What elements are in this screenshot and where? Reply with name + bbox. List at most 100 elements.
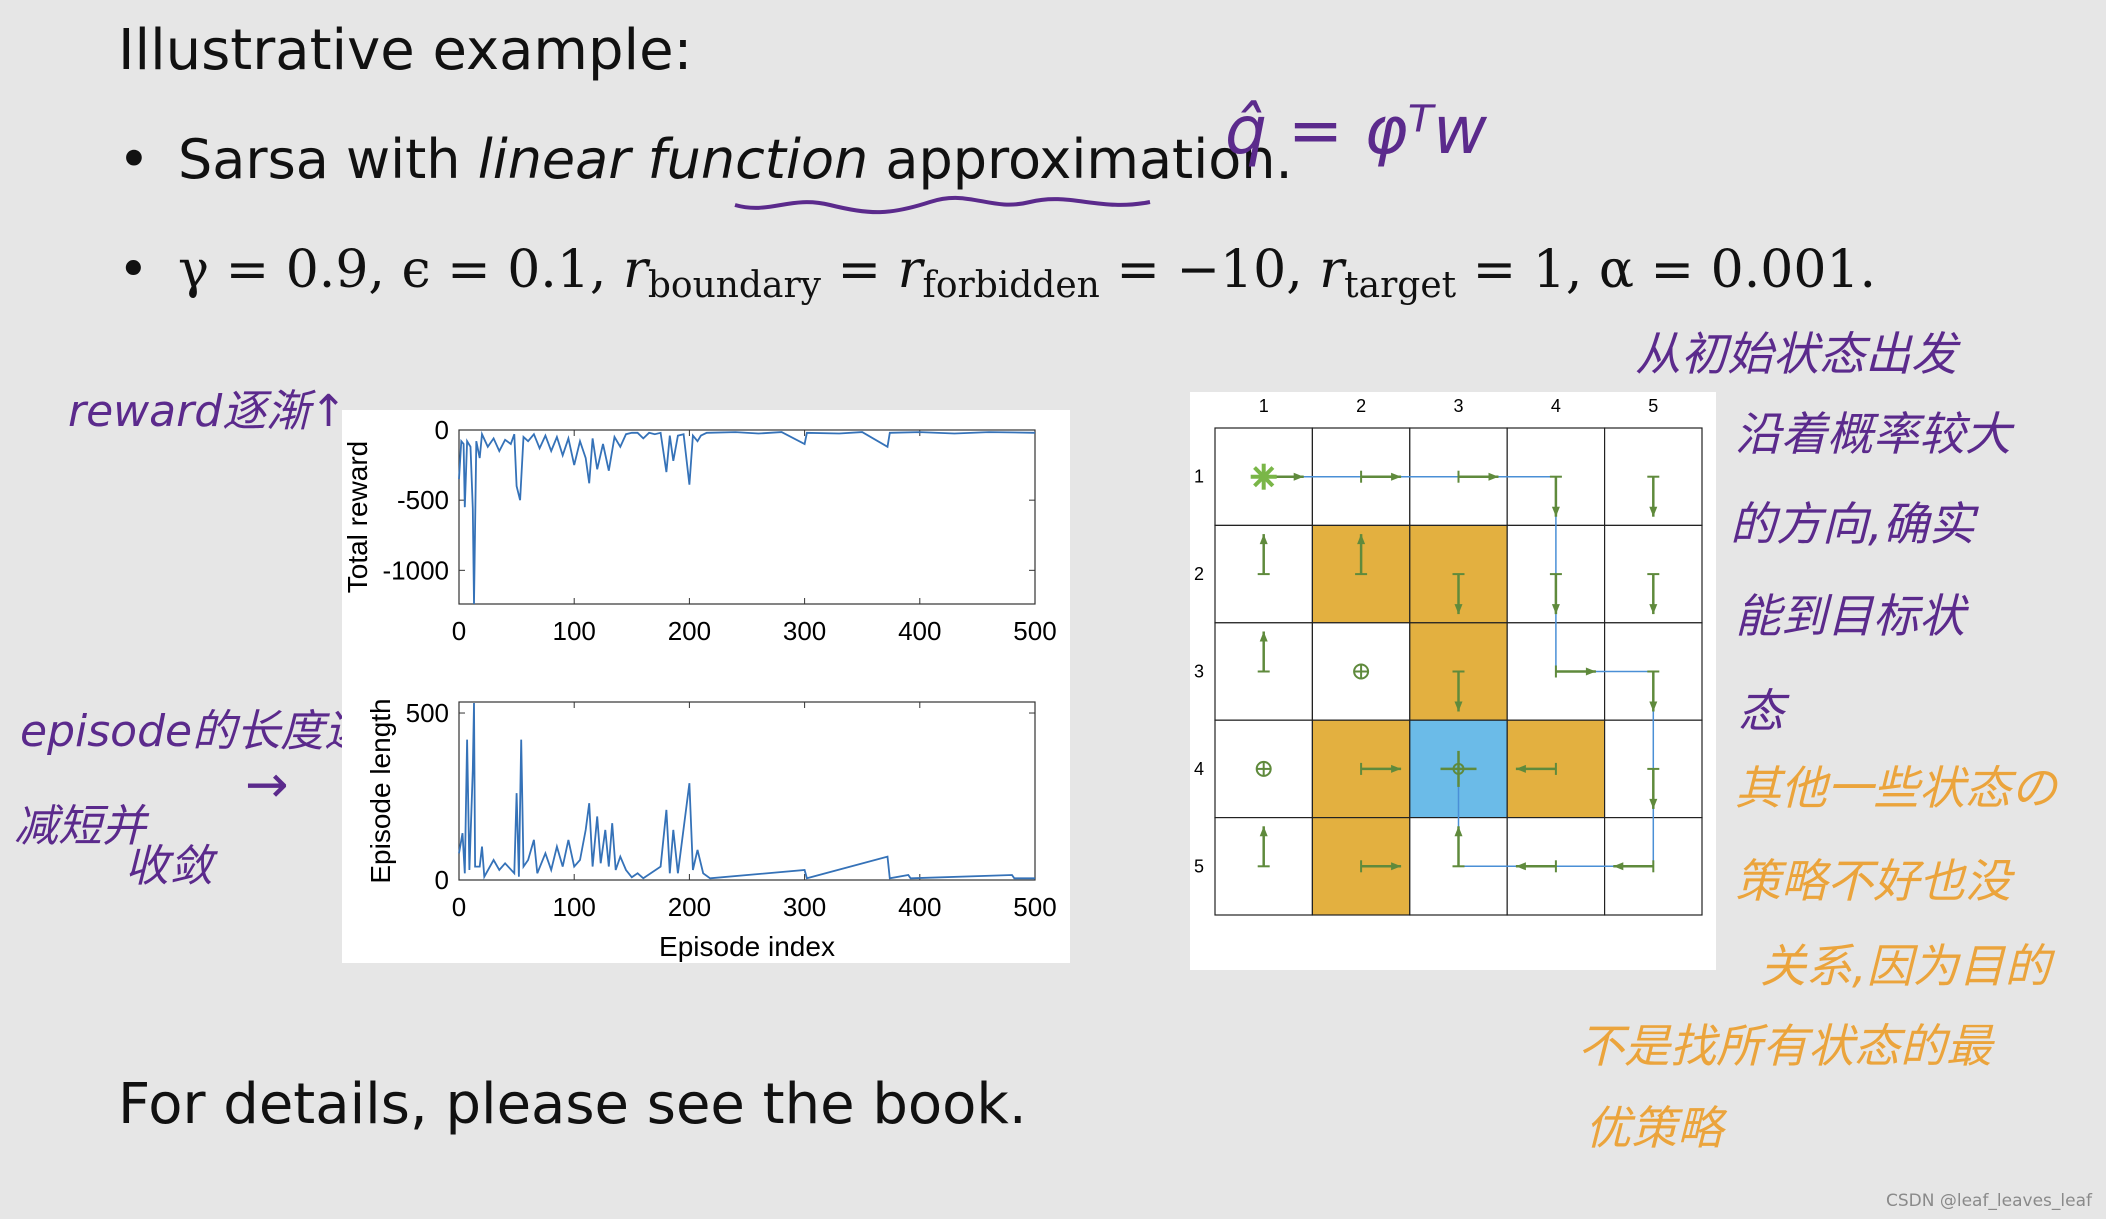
handwritten-note: 沿着概率较大 xyxy=(1735,407,2011,461)
handwritten-note: 关系,因为目的 xyxy=(1760,939,2051,993)
handwritten-note: 的方向,确实 xyxy=(1730,497,1975,551)
charts-panel: 0 100 200 300 400 500 0 -500 -1000 0 100 200 300 400… xyxy=(342,410,1070,963)
column-label: 2 xyxy=(1356,396,1366,416)
arrow-down-icon xyxy=(1549,475,1562,517)
x-tick-label: 200 xyxy=(668,616,711,646)
stay-icon xyxy=(1255,760,1272,777)
column-label: 3 xyxy=(1453,396,1463,416)
x-tick-label: 400 xyxy=(898,616,941,646)
plot-area xyxy=(458,701,1036,881)
arrow-up-icon xyxy=(1257,631,1270,673)
param-eq: = xyxy=(821,240,898,300)
stay-icon xyxy=(1353,663,1370,680)
handwritten-episode-note: 减短并 xyxy=(14,801,146,852)
y-axis-label: Episode length xyxy=(365,698,396,883)
handwritten-arrow-icon: → xyxy=(245,755,289,815)
handwritten-note: 不是找所有状态的最 xyxy=(1578,1019,1992,1073)
handwritten-episode-note: 收敛 xyxy=(125,841,213,892)
param-r: r xyxy=(1319,240,1345,300)
bullet-parameters: • γ = 0.9, ϵ = 0.1, rboundary = rforbidde… xyxy=(118,240,1876,306)
series-line xyxy=(458,702,1035,880)
row-label: 1 xyxy=(1194,467,1204,487)
arrow-left-icon xyxy=(1515,860,1557,873)
bullet-text: Sarsa with xyxy=(178,128,478,191)
x-tick-label: 300 xyxy=(783,616,826,646)
param-sub: boundary xyxy=(647,265,821,306)
arrow-down-icon xyxy=(1647,573,1660,615)
param-sub: forbidden xyxy=(922,265,1100,306)
training-charts: 0 100 200 300 400 500 0 -500 -1000 0 100 200 300 400… xyxy=(342,415,1057,962)
watermark: CSDN @leaf_leaves_leaf xyxy=(1885,1191,2092,1211)
handwritten-note: 态 xyxy=(1738,684,1784,738)
row-label: 5 xyxy=(1194,856,1204,876)
handwritten-note: 能到目标状 xyxy=(1735,589,1965,643)
param-r: r xyxy=(622,240,648,300)
bullet-text: approximation. xyxy=(868,128,1293,191)
x-tick-label: 500 xyxy=(1013,892,1056,922)
arrow-right-icon xyxy=(1457,470,1499,483)
arrow-up-icon xyxy=(1257,826,1270,868)
column-label: 1 xyxy=(1259,396,1269,416)
arrow-right-icon xyxy=(1360,860,1402,873)
bullet-sarsa: • Sarsa with linear function approximatio… xyxy=(118,128,1293,191)
bullet-text-italic: linear function xyxy=(477,128,869,191)
y-tick-label: -1000 xyxy=(383,555,450,585)
arrow-left-icon xyxy=(1515,762,1557,775)
y-tick-label: 0 xyxy=(435,415,449,445)
y-tick-label: 0 xyxy=(435,865,449,895)
column-label: 5 xyxy=(1648,396,1658,416)
row-label: 3 xyxy=(1194,662,1204,682)
arrow-down-icon xyxy=(1452,573,1465,615)
arrow-down-icon xyxy=(1647,475,1660,517)
handwritten-note: 从初始状态出发 xyxy=(1635,327,1957,381)
arrow-left-icon xyxy=(1613,860,1655,873)
param-alpha: α = 0.001. xyxy=(1598,240,1877,300)
bullet-dot: • xyxy=(118,128,150,191)
slide-title: Illustrative example: xyxy=(118,18,693,83)
gridworld-panel: 1 2 3 4 5 1 2 3 4 5 xyxy=(1190,392,1716,970)
series-line xyxy=(458,430,1036,605)
x-tick-label: 400 xyxy=(898,892,941,922)
column-label: 4 xyxy=(1551,396,1561,416)
total-reward-chart: 0 100 200 300 400 500 0 -500 -1000 xyxy=(383,415,1057,646)
y-tick-label: -500 xyxy=(397,485,449,515)
handwritten-note: 其他一些状态の xyxy=(1735,761,2057,815)
bullet-dot: • xyxy=(118,240,149,300)
x-tick-label: 300 xyxy=(783,892,826,922)
x-tick-label: 200 xyxy=(668,892,711,922)
arrow-up-icon xyxy=(1355,534,1368,576)
param-epsilon: ϵ = 0.1, xyxy=(401,240,607,300)
handwritten-note: 优策略 xyxy=(1585,1101,1723,1155)
arrow-right-icon xyxy=(1554,665,1596,678)
start-star-icon xyxy=(1250,463,1277,490)
x-axis-label: Episode index xyxy=(659,931,835,962)
arrow-down-icon xyxy=(1647,670,1660,712)
param-gamma: γ = 0.9, xyxy=(178,240,385,300)
x-tick-label: 100 xyxy=(553,892,596,922)
row-label: 2 xyxy=(1194,564,1204,584)
plot-area xyxy=(458,429,1036,605)
gridworld-policy: 1 2 3 4 5 1 2 3 4 5 xyxy=(1194,396,1703,916)
x-tick-label: 0 xyxy=(452,892,466,922)
arrow-up-icon xyxy=(1452,826,1465,868)
footer-text: For details, please see the book. xyxy=(118,1072,1027,1137)
arrow-down-icon xyxy=(1549,573,1562,615)
x-tick-label: 100 xyxy=(553,616,596,646)
arrow-down-icon xyxy=(1647,767,1660,809)
arrow-right-icon xyxy=(1360,470,1402,483)
handwritten-underline xyxy=(734,195,1151,215)
handwritten-reward-note: reward逐渐↑ xyxy=(68,386,347,437)
arrow-up-icon xyxy=(1257,534,1270,576)
handwritten-formula: q̂ = φᵀw xyxy=(1225,92,1488,169)
x-tick-label: 500 xyxy=(1013,616,1056,646)
handwritten-note: 策略不好也没 xyxy=(1735,854,2011,908)
target-stay-icon xyxy=(1440,750,1477,787)
param-eq: = −10, xyxy=(1099,240,1303,300)
param-r: r xyxy=(897,240,923,300)
row-label: 4 xyxy=(1194,759,1204,779)
arrow-down-icon xyxy=(1452,670,1465,712)
y-tick-label: 500 xyxy=(406,698,449,728)
arrow-right-icon xyxy=(1360,762,1402,775)
param-sub: target xyxy=(1344,265,1457,306)
x-tick-label: 0 xyxy=(452,616,466,646)
